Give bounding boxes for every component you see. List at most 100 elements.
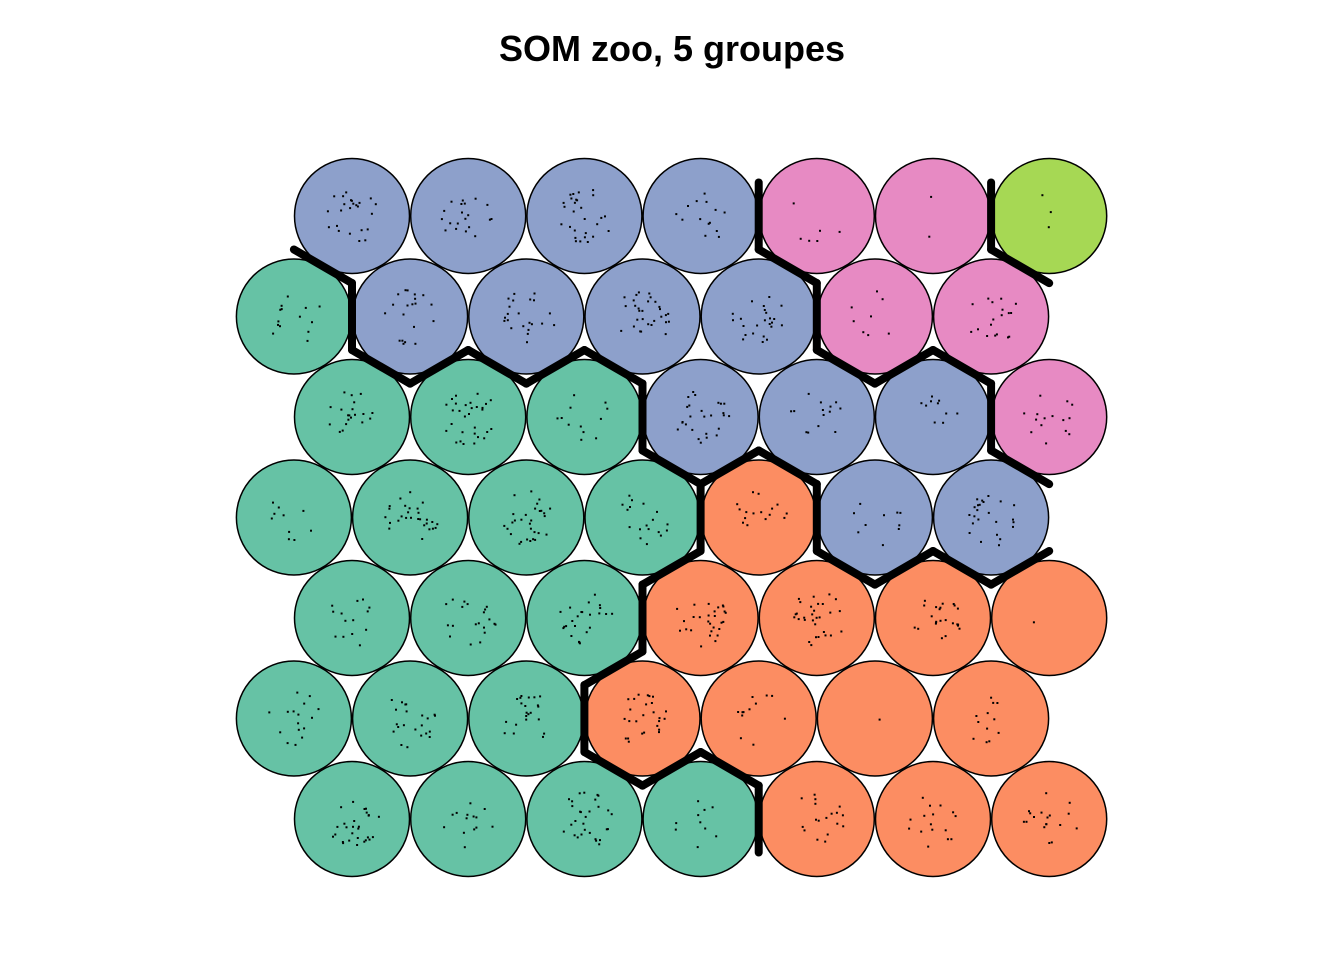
observation-dot <box>409 491 412 494</box>
observation-dot <box>473 442 476 445</box>
cluster-boundary <box>696 446 763 489</box>
observation-dot <box>977 518 980 521</box>
observation-dot <box>741 714 744 717</box>
som-node-r1-c2 <box>468 258 585 375</box>
observation-dot <box>675 822 678 825</box>
observation-dot <box>474 197 477 200</box>
observation-dot <box>805 431 808 434</box>
observation-dot <box>517 312 520 315</box>
observation-dot <box>468 413 470 415</box>
observation-dot <box>978 503 981 506</box>
observation-dot <box>420 734 423 737</box>
observation-dot <box>667 312 670 315</box>
observation-dot <box>929 804 931 807</box>
cluster-boundary <box>754 446 821 489</box>
observation-dot <box>356 205 359 208</box>
observation-dot <box>297 728 300 731</box>
observation-dot <box>803 829 806 832</box>
observation-dot <box>785 512 788 515</box>
observation-dot <box>1032 621 1035 624</box>
observation-dot <box>815 636 817 639</box>
observation-dot <box>934 622 937 625</box>
observation-dot <box>410 516 412 519</box>
observation-dot <box>270 517 273 520</box>
observation-dot <box>484 608 487 611</box>
observation-dot <box>976 509 979 512</box>
observation-dot <box>592 194 595 197</box>
observation-dot <box>1025 820 1028 823</box>
observation-dot <box>353 401 356 404</box>
observation-dot <box>345 191 348 194</box>
observation-dot <box>377 815 380 818</box>
observation-dot <box>722 412 725 415</box>
observation-dot <box>506 312 509 315</box>
observation-dot <box>399 497 402 500</box>
observation-dot <box>852 320 855 323</box>
observation-dot <box>444 229 447 232</box>
observation-dot <box>742 711 745 714</box>
observation-dot <box>384 312 387 315</box>
observation-dot <box>528 321 531 324</box>
observation-dot <box>977 328 979 331</box>
observation-dot <box>576 836 579 839</box>
observation-dot <box>987 297 990 300</box>
observation-dot <box>543 515 546 518</box>
observation-dot <box>985 741 988 744</box>
observation-dot <box>829 611 832 614</box>
observation-dot <box>358 201 361 204</box>
observation-dot <box>413 325 415 328</box>
observation-dot <box>1064 429 1067 432</box>
observation-dot <box>716 634 719 637</box>
observation-dot <box>282 514 285 517</box>
observation-dot <box>917 627 920 630</box>
observation-dot <box>440 218 443 221</box>
observation-dot <box>580 206 583 209</box>
observation-dot <box>697 800 700 803</box>
observation-dot <box>739 737 742 740</box>
observation-dot <box>1047 226 1050 229</box>
observation-dot <box>764 518 767 521</box>
observation-dot <box>952 811 955 814</box>
observation-dot <box>293 539 296 541</box>
observation-dot <box>599 607 602 609</box>
observation-dot <box>599 839 601 842</box>
observation-dot <box>611 612 614 615</box>
observation-dot <box>426 717 429 720</box>
observation-dot <box>1045 823 1048 826</box>
observation-dot <box>898 524 901 527</box>
observation-dot <box>474 623 477 626</box>
observation-dot <box>533 292 536 295</box>
observation-dot <box>408 507 411 510</box>
som-node-r3-c0 <box>235 459 353 576</box>
observation-dot <box>736 503 739 506</box>
observation-dot <box>473 828 476 831</box>
cluster-boundary <box>464 346 531 388</box>
observation-dot <box>355 204 358 207</box>
observation-dot <box>594 798 597 801</box>
observation-dot <box>995 333 998 336</box>
observation-dot <box>571 805 574 808</box>
observation-dot <box>565 625 568 628</box>
observation-dot <box>573 229 576 232</box>
observation-dot <box>819 229 821 232</box>
observation-dot <box>600 216 603 219</box>
som-node-r5-c2 <box>468 660 585 777</box>
observation-dot <box>287 538 290 541</box>
observation-dot <box>1000 314 1003 317</box>
observation-dot <box>461 199 464 202</box>
observation-dot <box>1043 417 1046 420</box>
observation-dot <box>526 341 528 344</box>
observation-dot <box>620 329 623 332</box>
observation-dot <box>431 527 434 530</box>
observation-dot <box>413 293 416 296</box>
observation-dot <box>588 626 591 629</box>
observation-dot <box>347 414 350 417</box>
observation-dot <box>606 407 609 410</box>
observation-dot <box>692 391 695 393</box>
observation-dot <box>463 202 466 205</box>
observation-dot <box>637 307 640 310</box>
observation-dot <box>1059 824 1062 826</box>
observation-dot <box>639 537 642 540</box>
observation-dot <box>1048 842 1051 844</box>
observation-dot <box>352 619 355 622</box>
